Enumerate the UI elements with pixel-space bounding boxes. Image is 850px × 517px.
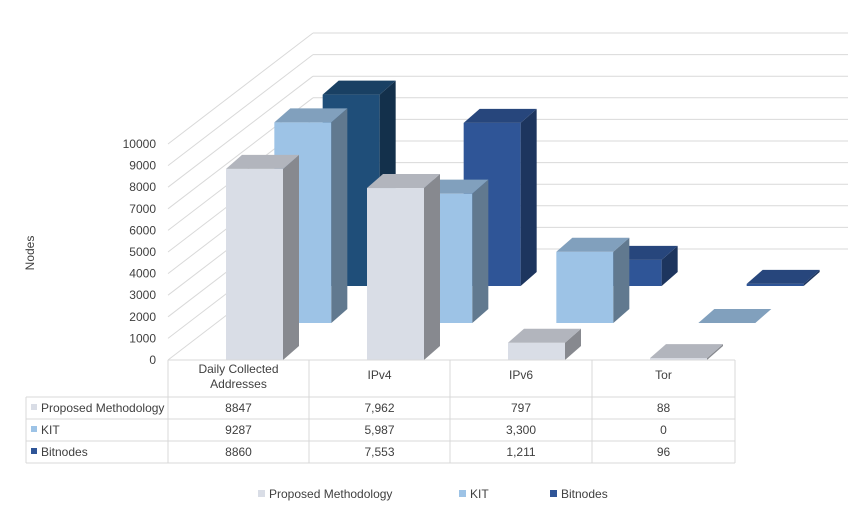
gridline	[167, 54, 314, 166]
table-row-label: KIT	[41, 423, 60, 437]
bar-top	[746, 269, 820, 284]
bar-top	[322, 80, 396, 95]
bar-side	[613, 237, 630, 323]
bar-top	[650, 344, 723, 359]
table-cell: 5,987	[364, 423, 394, 437]
bar	[508, 328, 581, 360]
table-cell: 7,553	[364, 445, 394, 459]
bar-side	[803, 269, 820, 286]
y-tick-label: 6000	[129, 223, 156, 237]
table-header-label: Addresses	[210, 377, 267, 391]
table-cell: 0	[660, 423, 667, 437]
bar-side	[707, 344, 723, 360]
chart-bars	[226, 80, 820, 360]
gridline	[167, 75, 314, 188]
legend-label: Bitnodes	[561, 487, 608, 501]
y-axis: 0 1000 2000 3000 4000 5000 6000 7000 8000 9000 100…	[123, 137, 157, 367]
gridline	[167, 32, 314, 145]
bar	[746, 269, 820, 286]
bar-side	[661, 245, 678, 286]
table-row-label: Bitnodes	[41, 445, 88, 459]
bar	[367, 174, 440, 360]
table-row-label: Proposed Methodology	[41, 401, 164, 415]
bar-side	[424, 174, 440, 360]
bar-front	[746, 283, 804, 286]
y-tick-label: 5000	[129, 245, 156, 259]
bar-top	[274, 108, 348, 123]
legend-label: Proposed Methodology	[269, 487, 392, 501]
table-header-label: IPv6	[509, 368, 533, 382]
legend: Proposed Methodology KIT Bitnodes	[258, 487, 608, 501]
legend-swatch	[258, 490, 265, 497]
bar-side	[520, 108, 537, 287]
legend-swatch	[459, 490, 466, 497]
bar-top	[698, 309, 772, 323]
bar-side	[331, 108, 348, 323]
legend-key	[31, 448, 37, 454]
table-cell: 9287	[225, 423, 252, 437]
bar-front	[508, 342, 565, 360]
table-cell: 8860	[225, 445, 252, 459]
bar-top	[508, 328, 581, 343]
bar-side	[283, 154, 299, 360]
legend-label: KIT	[470, 487, 489, 501]
table-cell: 8847	[225, 401, 252, 415]
y-tick-label: 9000	[129, 159, 156, 173]
y-tick-label: 4000	[129, 267, 156, 281]
y-tick-label: 0	[149, 353, 156, 367]
bar	[698, 309, 772, 324]
y-tick-label: 10000	[123, 137, 157, 151]
bar-top	[226, 154, 299, 169]
table-header-label: IPv4	[367, 368, 391, 382]
table-cell: 88	[657, 401, 671, 415]
bar-front	[367, 188, 424, 360]
bar-front	[226, 168, 283, 360]
bar	[650, 344, 723, 360]
bar-side	[565, 328, 581, 360]
bar	[556, 237, 630, 323]
y-tick-label: 1000	[129, 331, 156, 345]
bar-front	[556, 251, 614, 323]
y-tick-label: 3000	[129, 288, 156, 302]
table-header-label: Daily Collected	[198, 362, 278, 376]
table-cell: 3,300	[506, 423, 536, 437]
y-axis-label: Nodes	[23, 236, 37, 271]
legend-key	[31, 404, 37, 410]
y-tick-label: 7000	[129, 202, 156, 216]
y-tick-label: 8000	[129, 180, 156, 194]
table-cell: 1,211	[506, 445, 535, 459]
bar	[226, 154, 299, 360]
y-tick-label: 2000	[129, 310, 156, 324]
table-header-label: Tor	[655, 368, 672, 382]
legend-key	[31, 426, 37, 432]
legend-swatch	[550, 490, 557, 497]
table-cell: 7,962	[364, 401, 394, 415]
table-cell: 797	[511, 401, 531, 415]
bar-front	[650, 358, 707, 360]
bar-top	[556, 237, 630, 252]
bar-side	[472, 179, 489, 323]
table-cell: 96	[657, 445, 671, 459]
bar-top	[367, 174, 440, 189]
bar-top	[463, 108, 537, 123]
